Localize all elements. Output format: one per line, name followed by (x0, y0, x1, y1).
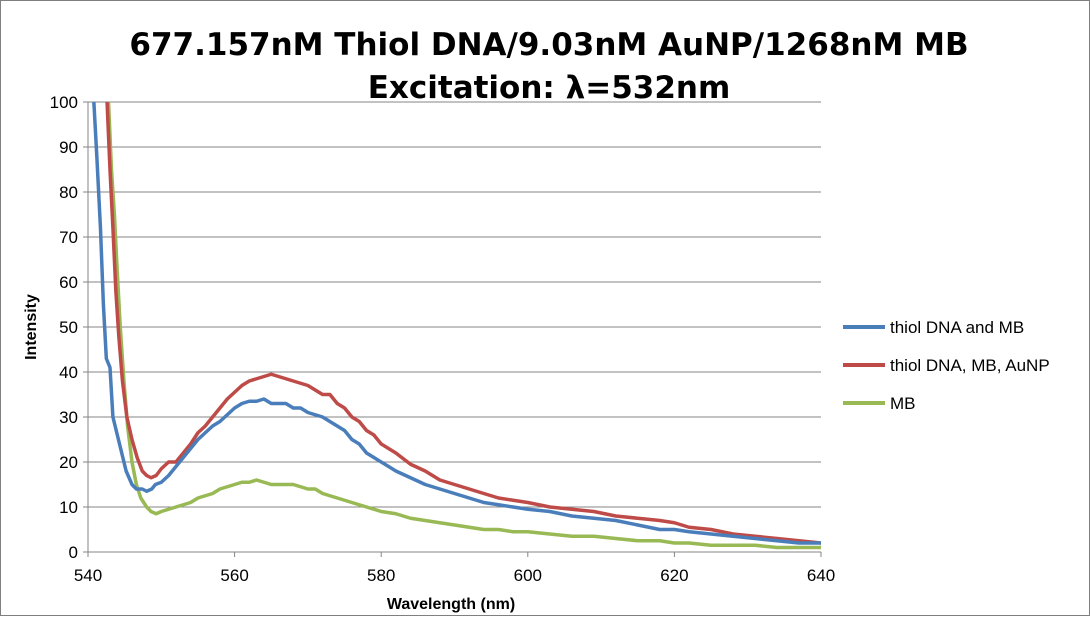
legend-label-1: thiol DNA, MB, AuNP (890, 356, 1050, 375)
legend-label-0: thiol DNA and MB (890, 318, 1024, 337)
y-tick-label: 0 (69, 543, 78, 562)
x-axis-label: Wavelength (nm) (387, 596, 515, 613)
x-tick-label: 540 (74, 566, 102, 585)
y-tick-label: 90 (59, 138, 78, 157)
legend-label-2: MB (890, 394, 916, 413)
y-tick-label: 10 (59, 498, 78, 517)
chart-title-line-2: Excitation: λ=532nm (368, 70, 731, 106)
x-tick-label: 640 (807, 566, 835, 585)
y-tick-label: 60 (59, 273, 78, 292)
series-lines (92, 102, 821, 550)
y-tick-label: 70 (59, 228, 78, 247)
y-tick-label: 80 (59, 183, 78, 202)
gridlines (87, 101, 821, 553)
series-line-0 (92, 102, 821, 545)
y-axis-label: Intensity (23, 294, 40, 360)
x-tick-label: 600 (514, 566, 542, 585)
y-tick-label: 30 (59, 408, 78, 427)
series-line-1 (105, 102, 821, 545)
y-axis-ticks: 0 10 20 30 40 50 60 70 80 90 100 (50, 93, 88, 562)
x-tick-label: 560 (220, 566, 248, 585)
x-tick-label: 580 (367, 566, 395, 585)
y-tick-label: 100 (50, 93, 78, 112)
x-axis-ticks: 540 560 580 600 620 640 (74, 552, 835, 585)
series-line-2 (106, 102, 821, 550)
x-tick-label: 620 (660, 566, 688, 585)
y-tick-label: 40 (59, 363, 78, 382)
y-tick-label: 50 (59, 318, 78, 337)
y-tick-label: 20 (59, 453, 78, 472)
chart-title-line-1: 677.157nM Thiol DNA/9.03nM AuNP/1268nM M… (129, 27, 968, 63)
legend: thiol DNA and MB thiol DNA, MB, AuNP MB (843, 318, 1050, 413)
